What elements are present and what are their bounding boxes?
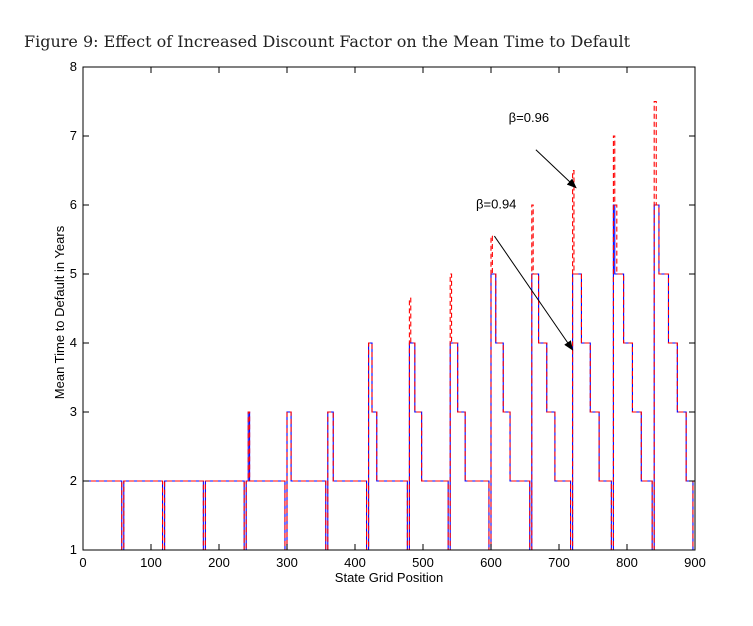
annotations-layer: β=0.96 β=0.94 [476,110,577,351]
figure-caption: Figure 9: Effect of Increased Discount F… [24,32,631,51]
y-axis-title: Mean Time to Default in Years [52,225,67,399]
series-line-1 [83,100,695,551]
y-tick-label: 1 [70,542,77,557]
x-tick-label: 800 [616,555,638,570]
x-tick-label: 300 [276,555,298,570]
x-tick-label: 0 [79,555,86,570]
x-tick-label: 200 [208,555,230,570]
annotation-label-0: β=0.96 [509,110,549,125]
plot-background [83,67,695,550]
annotation-arrow-1 [493,235,574,351]
x-tick-label: 500 [412,555,434,570]
x-tick-label: 900 [684,555,706,570]
y-tick-label: 4 [70,335,77,350]
y-tick-label: 7 [70,128,77,143]
y-tick-label: 3 [70,404,77,419]
ticks-layer: 0 100 200 300 400 500 600 700 800 900 1 2 3 4 5 6 7 8 [70,59,706,570]
annotation-arrow-0 [535,149,577,189]
plot-frame [82,66,696,551]
y-tick-label: 8 [70,59,77,74]
x-tick-label: 700 [548,555,570,570]
x-tick-label: 600 [480,555,502,570]
y-tick-label: 6 [70,197,77,212]
y-tick-label: 2 [70,473,77,488]
annotation-label-1: β=0.94 [476,196,516,211]
y-tick-label: 5 [70,266,77,281]
x-tick-label: 100 [140,555,162,570]
x-tick-label: 400 [344,555,366,570]
x-axis-title: State Grid Position [335,570,443,585]
series-layer [83,100,695,551]
